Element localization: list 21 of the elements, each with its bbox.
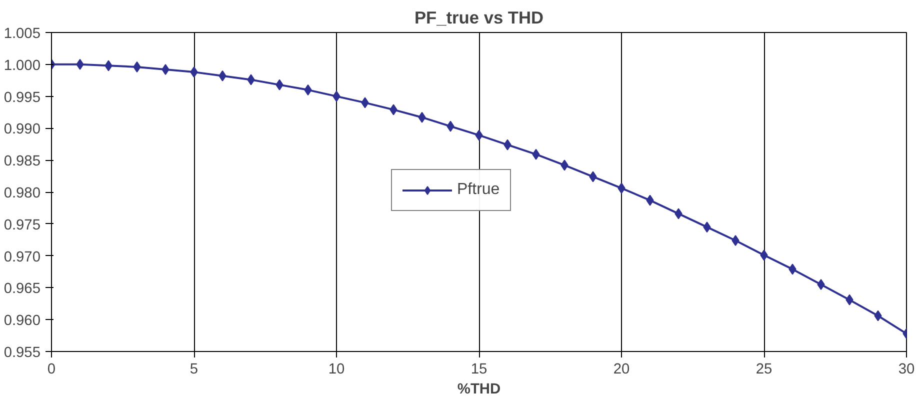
x-tick-label: 0 [47,362,56,378]
chart-title: PF_true vs THD [414,8,544,28]
x-axis-title: %THD [457,382,501,398]
x-tick-label: 30 [898,362,915,378]
x-tick-label: 15 [470,362,488,378]
y-tick-label: 1.005 [4,26,41,42]
x-tick-label: 25 [756,362,772,378]
x-tick-label: 20 [613,362,630,378]
y-tick-label: 0.990 [4,122,41,138]
x-tick-label: 5 [190,362,198,378]
y-tick-label: 0.955 [4,345,41,361]
y-tick-label: 0.970 [4,249,41,266]
y-tick-label: 0.995 [4,90,41,106]
legend-label: Pftrue [457,181,500,199]
y-tick-label: 1.000 [4,58,41,74]
y-tick-label: 0.975 [4,217,41,234]
y-tick-label: 0.965 [4,281,41,298]
y-tick-label: 0.985 [4,154,41,170]
y-tick-label: 0.980 [4,186,41,202]
y-tick-label: 0.960 [4,313,41,330]
x-tick-label: 10 [328,362,345,378]
